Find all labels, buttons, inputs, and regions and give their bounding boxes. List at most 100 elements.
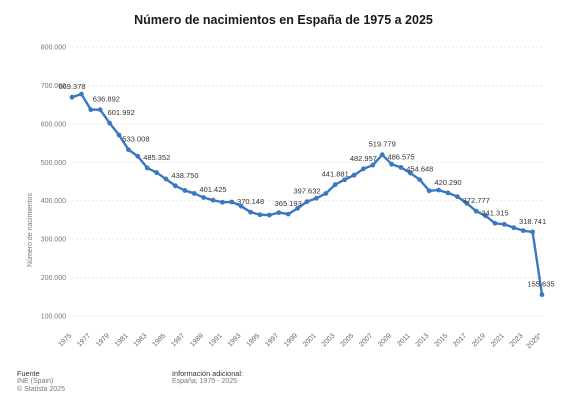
x-tick-label: 1979 (95, 332, 111, 348)
y-tick-label: 400.000 (41, 198, 66, 205)
data-point (445, 190, 451, 196)
x-tick-label: 2001 (302, 332, 318, 348)
data-labels: 669.378 636.892 601.992 533.008 485.352438.7… (58, 82, 554, 288)
data-label: 397.632 (293, 187, 320, 196)
x-tick-label: 2005 (339, 332, 355, 348)
data-label: 533.008 (122, 135, 149, 144)
data-point (154, 170, 160, 175)
x-tick-label: 2025* (526, 332, 544, 350)
data-point (483, 213, 488, 219)
x-tick-label: 2009 (377, 332, 393, 348)
data-point (539, 292, 545, 298)
x-tick-label: 1987 (170, 332, 186, 348)
chart-title: Número de nacimientos en España de 1975 … (134, 13, 433, 27)
data-point (191, 191, 197, 196)
data-point (144, 165, 150, 171)
copyright-line: © Statista 2025 (17, 386, 65, 393)
data-point (473, 208, 479, 214)
data-point (426, 188, 432, 194)
data-point (210, 197, 216, 203)
data-label: 372.777 (463, 196, 490, 205)
x-tick-label: 1989 (189, 332, 205, 348)
x-axis-ticks: 1975 1977 1979 1981 1983 1985 1987 1989 1991 1993… (57, 332, 543, 350)
info-line: España; 1975 - 2025 (172, 378, 237, 385)
data-point (351, 172, 357, 178)
data-label: 519.779 (369, 140, 396, 149)
x-tick-label: 2019 (471, 332, 487, 348)
x-tick-label: 2023 (509, 332, 525, 348)
data-point (398, 165, 404, 170)
grid-lines (72, 46, 542, 317)
y-tick-label: 600.000 (41, 121, 66, 128)
data-point (69, 94, 75, 100)
data-point (408, 170, 413, 176)
source-heading: Fuente (17, 369, 40, 378)
data-label: 341.315 (481, 208, 508, 217)
x-tick-label: 1993 (227, 332, 243, 348)
x-tick-label: 1985 (151, 332, 167, 348)
x-tick-label: 2003 (321, 332, 337, 348)
data-label: 441.881 (322, 170, 349, 179)
y-tick-label: 300.000 (41, 237, 66, 244)
data-label: 482.957 (350, 154, 377, 163)
data-point (379, 152, 385, 158)
data-point (530, 229, 535, 235)
x-tick-label: 1977 (76, 332, 92, 348)
data-label: 401.425 (199, 185, 226, 194)
data-point (116, 132, 122, 138)
data-label: 669.378 (58, 82, 85, 91)
data-point (455, 194, 460, 200)
x-tick-label: 1997 (264, 332, 280, 348)
data-point (520, 228, 526, 234)
x-tick-label: 2015 (433, 332, 449, 348)
x-tick-label: 1995 (245, 332, 261, 348)
data-label: 318.741 (519, 217, 546, 226)
x-tick-label: 1983 (133, 332, 149, 348)
data-point (323, 191, 329, 196)
source-line: INE (Spain) (17, 378, 54, 385)
data-point (314, 195, 319, 201)
data-point (389, 161, 394, 167)
data-point (173, 183, 178, 189)
data-points (69, 91, 545, 298)
data-point (417, 177, 423, 183)
data-point (361, 166, 366, 172)
info-heading: Información adicional: (172, 369, 243, 378)
x-tick-label: 1975 (57, 332, 73, 348)
data-label: 454.648 (406, 165, 433, 174)
x-tick-label: 2011 (396, 332, 412, 348)
data-point (304, 199, 310, 205)
x-tick-label: 2007 (358, 332, 374, 348)
x-tick-label: 2021 (490, 332, 506, 348)
y-tick-label: 500.000 (41, 160, 66, 167)
data-point (370, 162, 376, 168)
data-point (492, 220, 498, 226)
source-block: Fuente INE (Spain) © Statista 2025 (17, 370, 65, 394)
y-axis-label: Número de nacimientos (27, 193, 34, 267)
data-point (436, 187, 441, 193)
x-tick-label: 1981 (114, 332, 130, 348)
data-label: 485.352 (143, 153, 170, 162)
data-point (125, 147, 131, 153)
data-point (163, 176, 169, 182)
y-tick-label: 100.000 (41, 314, 66, 321)
y-tick-label: 200.000 (41, 275, 66, 282)
data-label: 420.290 (434, 178, 461, 187)
data-label: 636.892 (93, 95, 120, 104)
data-label: 438.750 (171, 171, 198, 180)
data-label: 370.148 (237, 197, 264, 206)
data-point (267, 212, 272, 218)
data-point (135, 153, 141, 159)
data-point (511, 225, 517, 231)
data-point (276, 210, 282, 216)
x-tick-label: 2017 (452, 332, 468, 348)
x-tick-label: 1999 (283, 332, 299, 348)
data-point (88, 107, 94, 113)
data-point (248, 209, 254, 215)
y-tick-label: 800.000 (41, 45, 66, 52)
data-point (464, 200, 470, 206)
x-tick-label: 1991 (208, 332, 224, 348)
data-point (238, 203, 244, 209)
data-point (229, 199, 235, 205)
